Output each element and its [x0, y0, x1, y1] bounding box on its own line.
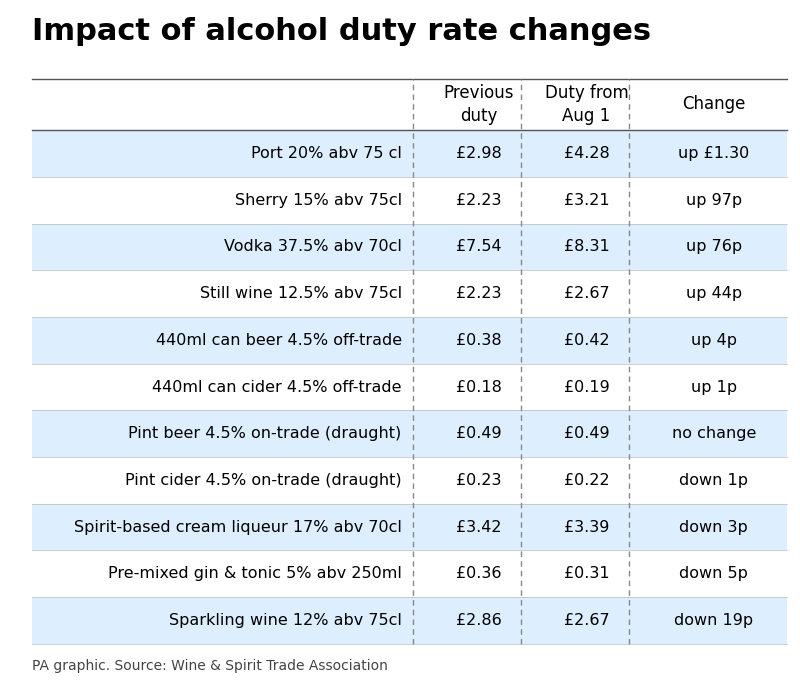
Text: Impact of alcohol duty rate changes: Impact of alcohol duty rate changes: [32, 17, 651, 46]
Text: £4.28: £4.28: [564, 146, 610, 161]
Text: Still wine 12.5% abv 75cl: Still wine 12.5% abv 75cl: [199, 286, 402, 301]
Text: £2.67: £2.67: [564, 613, 610, 628]
Text: Vodka 37.5% abv 70cl: Vodka 37.5% abv 70cl: [224, 240, 402, 254]
Text: up 44p: up 44p: [686, 286, 742, 301]
Text: Change: Change: [682, 95, 746, 114]
Text: Port 20% abv 75 cl: Port 20% abv 75 cl: [250, 146, 402, 161]
Text: £8.31: £8.31: [564, 240, 610, 254]
Text: Pre-mixed gin & tonic 5% abv 250ml: Pre-mixed gin & tonic 5% abv 250ml: [108, 566, 402, 582]
Text: down 19p: down 19p: [674, 613, 754, 628]
Text: £0.49: £0.49: [564, 426, 610, 441]
Text: 440ml can cider 4.5% off-trade: 440ml can cider 4.5% off-trade: [152, 379, 402, 395]
Text: up 97p: up 97p: [686, 192, 742, 208]
FancyBboxPatch shape: [32, 410, 787, 457]
FancyBboxPatch shape: [32, 597, 787, 644]
Text: Sparkling wine 12% abv 75cl: Sparkling wine 12% abv 75cl: [169, 613, 402, 628]
Text: £0.42: £0.42: [564, 333, 610, 348]
Text: £0.23: £0.23: [456, 473, 502, 488]
Text: up £1.30: up £1.30: [678, 146, 750, 161]
Text: no change: no change: [671, 426, 756, 441]
Text: up 76p: up 76p: [686, 240, 742, 254]
Text: Spirit-based cream liqueur 17% abv 70cl: Spirit-based cream liqueur 17% abv 70cl: [74, 520, 402, 534]
Text: down 5p: down 5p: [679, 566, 748, 582]
Text: £2.23: £2.23: [456, 286, 502, 301]
Text: up 4p: up 4p: [690, 333, 737, 348]
Text: 440ml can beer 4.5% off-trade: 440ml can beer 4.5% off-trade: [155, 333, 402, 348]
Text: Duty from
Aug 1: Duty from Aug 1: [545, 84, 629, 125]
Text: down 1p: down 1p: [679, 473, 748, 488]
Text: up 1p: up 1p: [690, 379, 737, 395]
Text: £0.18: £0.18: [456, 379, 502, 395]
Text: £7.54: £7.54: [456, 240, 502, 254]
Text: £0.31: £0.31: [564, 566, 610, 582]
Text: £0.19: £0.19: [564, 379, 610, 395]
Text: down 3p: down 3p: [679, 520, 748, 534]
Text: £0.36: £0.36: [456, 566, 502, 582]
Text: £0.38: £0.38: [456, 333, 502, 348]
Text: Sherry 15% abv 75cl: Sherry 15% abv 75cl: [234, 192, 402, 208]
Text: Pint beer 4.5% on-trade (draught): Pint beer 4.5% on-trade (draught): [129, 426, 402, 441]
Text: Previous
duty: Previous duty: [443, 84, 514, 125]
FancyBboxPatch shape: [32, 130, 787, 177]
Text: £3.42: £3.42: [456, 520, 502, 534]
Text: £2.98: £2.98: [456, 146, 502, 161]
FancyBboxPatch shape: [32, 317, 787, 364]
FancyBboxPatch shape: [32, 503, 787, 551]
Text: Pint cider 4.5% on-trade (draught): Pint cider 4.5% on-trade (draught): [125, 473, 402, 488]
Text: £2.23: £2.23: [456, 192, 502, 208]
Text: PA graphic. Source: Wine & Spirit Trade Association: PA graphic. Source: Wine & Spirit Trade …: [32, 659, 388, 673]
Text: £2.86: £2.86: [456, 613, 502, 628]
FancyBboxPatch shape: [32, 223, 787, 271]
Text: £3.21: £3.21: [564, 192, 610, 208]
Text: £2.67: £2.67: [564, 286, 610, 301]
Text: £3.39: £3.39: [564, 520, 610, 534]
Text: £0.22: £0.22: [564, 473, 610, 488]
Text: £0.49: £0.49: [456, 426, 502, 441]
